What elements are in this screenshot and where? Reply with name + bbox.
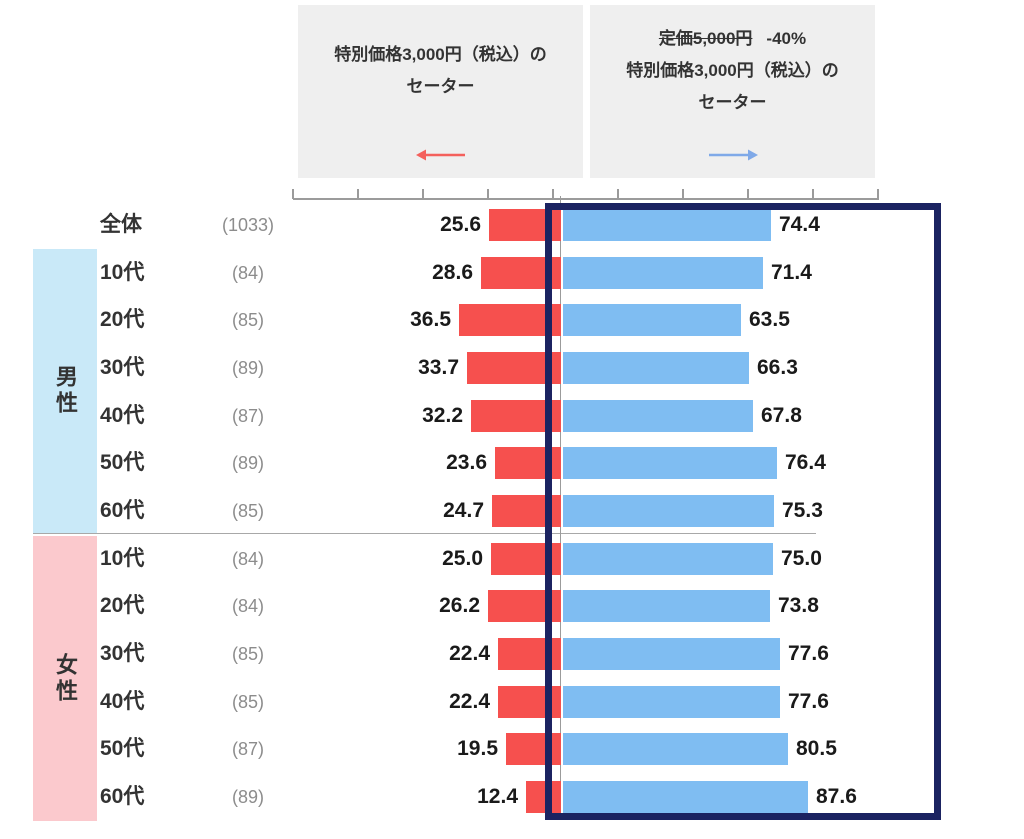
axis-tick — [812, 189, 814, 199]
legend-left-line2: セーター — [406, 77, 475, 96]
row-count: (87) — [231, 739, 264, 759]
right-bar — [563, 781, 808, 813]
right-value: 77.6 — [788, 690, 829, 713]
row-count: (89) — [231, 358, 264, 378]
female-group-band — [33, 536, 97, 821]
left-value: 23.6 — [446, 451, 487, 474]
left-value: 26.2 — [439, 594, 480, 617]
axis-tick — [747, 189, 749, 199]
row-label: 10代 — [100, 261, 145, 284]
row-count: (87) — [231, 406, 264, 426]
right-value: 67.8 — [761, 404, 802, 427]
row-count: (85) — [231, 501, 264, 521]
right-value: 80.5 — [796, 737, 837, 760]
row-label: 50代 — [100, 451, 145, 474]
right-value: 73.8 — [778, 594, 819, 617]
row-label: 10代 — [100, 547, 145, 570]
right-bar — [563, 257, 763, 289]
left-value: 32.2 — [422, 404, 463, 427]
axis-tick — [552, 189, 554, 199]
right-bar — [563, 447, 777, 479]
right-value: 75.0 — [781, 547, 822, 570]
legend-right-line3: セーター — [698, 93, 767, 112]
axis-tick — [422, 189, 424, 199]
right-bar — [563, 733, 788, 765]
right-bar — [563, 686, 780, 718]
row-count: (85) — [231, 692, 264, 712]
row-count: (85) — [231, 310, 264, 330]
right-value: 76.4 — [785, 451, 826, 474]
row-count: (89) — [231, 453, 264, 473]
discount-rate: -40% — [766, 29, 807, 48]
struck-list-price: 定価5,000円 — [658, 29, 753, 48]
left-bar — [526, 781, 561, 813]
axis-tick — [487, 189, 489, 199]
left-value: 19.5 — [457, 737, 498, 760]
left-value: 22.4 — [449, 690, 490, 713]
row-count: (84) — [231, 549, 264, 569]
highlight-frame — [545, 203, 941, 820]
right-bar — [563, 543, 773, 575]
right-arrow-icon — [590, 147, 875, 168]
axis-tick — [357, 189, 359, 199]
row-label: 60代 — [100, 499, 145, 522]
left-value: 12.4 — [477, 785, 518, 808]
row-label: 20代 — [100, 308, 145, 331]
right-bar — [563, 590, 770, 622]
legend-right-line1: 定価5,000円 -40% — [590, 23, 875, 55]
male-female-separator — [33, 533, 816, 534]
row-count: (84) — [231, 596, 264, 616]
row-label: 30代 — [100, 356, 145, 379]
row-label: 40代 — [100, 404, 145, 427]
right-bar — [563, 495, 774, 527]
right-value: 87.6 — [816, 785, 857, 808]
row-label: 40代 — [100, 690, 145, 713]
left-value: 36.5 — [410, 308, 451, 331]
right-bar — [563, 352, 749, 384]
left-value: 25.0 — [442, 547, 483, 570]
axis-tick — [617, 189, 619, 199]
row-count: (84) — [231, 263, 264, 283]
row-count: (85) — [231, 644, 264, 664]
right-value: 66.3 — [757, 356, 798, 379]
row-label: 全体 — [100, 213, 142, 236]
axis-tick — [292, 189, 294, 199]
right-value: 63.5 — [749, 308, 790, 331]
axis-tick — [877, 189, 879, 199]
right-bar — [563, 638, 780, 670]
left-value: 25.6 — [440, 213, 481, 236]
top-axis-line — [293, 198, 879, 200]
right-bar — [563, 400, 753, 432]
legend-left-line1: 特別価格3,000円（税込）の — [334, 45, 547, 64]
left-value: 28.6 — [432, 261, 473, 284]
male-group-band — [33, 249, 97, 533]
right-bar — [563, 209, 771, 241]
row-count: (1033) — [221, 215, 275, 235]
left-value: 33.7 — [418, 356, 459, 379]
left-value: 24.7 — [443, 499, 484, 522]
right-value: 77.6 — [788, 642, 829, 665]
female-group-label: 女性 — [53, 652, 78, 705]
legend-right-option: 定価5,000円 -40% 特別価格3,000円（税込）の セーター — [590, 5, 875, 178]
row-label: 50代 — [100, 737, 145, 760]
row-count: (89) — [231, 787, 264, 807]
axis-tick — [682, 189, 684, 199]
right-value: 71.4 — [771, 261, 812, 284]
row-label: 30代 — [100, 642, 145, 665]
left-arrow-icon — [298, 147, 583, 168]
row-label: 60代 — [100, 785, 145, 808]
right-bar — [563, 304, 741, 336]
male-group-label: 男性 — [53, 365, 78, 417]
left-bar — [459, 304, 561, 336]
legend-right-line2: 特別価格3,000円（税込）の — [626, 61, 839, 80]
legend-left-option: 特別価格3,000円（税込）の セーター — [298, 5, 583, 178]
left-value: 22.4 — [449, 642, 490, 665]
row-label: 20代 — [100, 594, 145, 617]
right-value: 75.3 — [782, 499, 823, 522]
right-value: 74.4 — [779, 213, 820, 236]
